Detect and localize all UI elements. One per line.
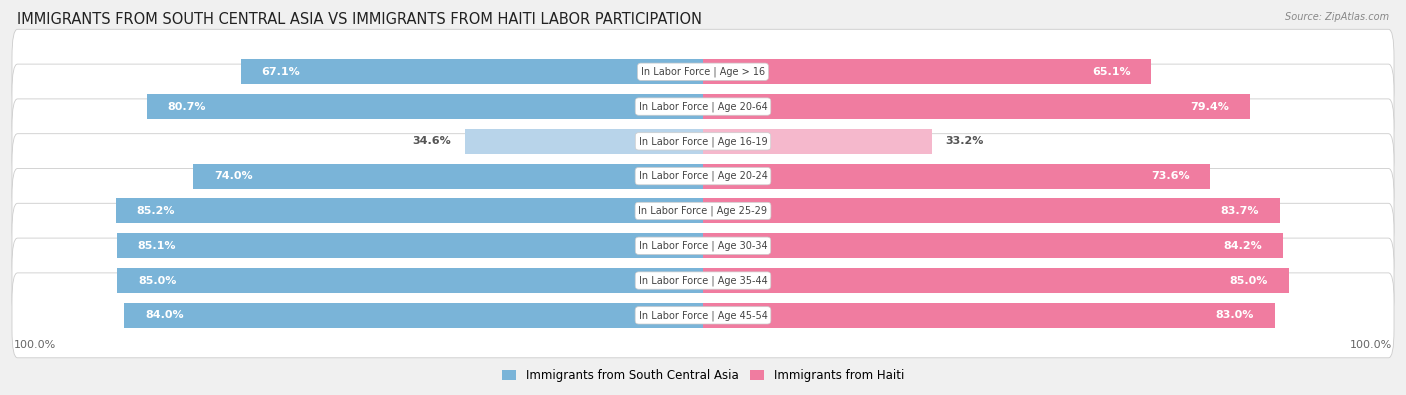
Bar [240, 59, 703, 84]
Text: 85.0%: 85.0% [138, 276, 176, 286]
Text: IMMIGRANTS FROM SOUTH CENTRAL ASIA VS IMMIGRANTS FROM HAITI LABOR PARTICIPATION: IMMIGRANTS FROM SOUTH CENTRAL ASIA VS IM… [17, 12, 702, 27]
Text: 34.6%: 34.6% [412, 136, 451, 147]
Text: 85.2%: 85.2% [136, 206, 176, 216]
Text: In Labor Force | Age 16-19: In Labor Force | Age 16-19 [638, 136, 768, 147]
Text: 84.2%: 84.2% [1223, 241, 1263, 251]
Text: 67.1%: 67.1% [262, 67, 299, 77]
Text: 33.2%: 33.2% [945, 136, 984, 147]
Bar [117, 268, 703, 293]
Text: In Labor Force | Age 20-24: In Labor Force | Age 20-24 [638, 171, 768, 181]
Bar [124, 303, 703, 328]
Bar [703, 59, 1152, 84]
Text: Source: ZipAtlas.com: Source: ZipAtlas.com [1285, 12, 1389, 22]
Bar [703, 94, 1250, 119]
Text: 84.0%: 84.0% [145, 310, 184, 320]
Text: 79.4%: 79.4% [1191, 102, 1229, 111]
Text: In Labor Force | Age 25-29: In Labor Force | Age 25-29 [638, 206, 768, 216]
Text: 74.0%: 74.0% [214, 171, 253, 181]
Bar [117, 198, 703, 224]
FancyBboxPatch shape [13, 134, 1393, 218]
FancyBboxPatch shape [13, 64, 1393, 149]
Text: In Labor Force | Age 35-44: In Labor Force | Age 35-44 [638, 275, 768, 286]
Bar [703, 198, 1279, 224]
Bar [148, 94, 703, 119]
Text: 80.7%: 80.7% [167, 102, 207, 111]
FancyBboxPatch shape [13, 29, 1393, 114]
FancyBboxPatch shape [13, 273, 1393, 358]
Text: 83.7%: 83.7% [1220, 206, 1258, 216]
Bar [703, 129, 932, 154]
Text: 100.0%: 100.0% [1350, 340, 1392, 350]
FancyBboxPatch shape [13, 203, 1393, 288]
Text: In Labor Force | Age 20-64: In Labor Force | Age 20-64 [638, 101, 768, 112]
Text: In Labor Force | Age 30-34: In Labor Force | Age 30-34 [638, 241, 768, 251]
Legend: Immigrants from South Central Asia, Immigrants from Haiti: Immigrants from South Central Asia, Immi… [498, 364, 908, 386]
Text: In Labor Force | Age 45-54: In Labor Force | Age 45-54 [638, 310, 768, 321]
FancyBboxPatch shape [13, 169, 1393, 254]
Text: 85.0%: 85.0% [1230, 276, 1268, 286]
Text: 73.6%: 73.6% [1150, 171, 1189, 181]
Bar [703, 303, 1275, 328]
Bar [193, 164, 703, 189]
Bar [117, 233, 703, 258]
Text: 65.1%: 65.1% [1092, 67, 1130, 77]
Bar [703, 233, 1284, 258]
Text: 83.0%: 83.0% [1216, 310, 1254, 320]
Bar [703, 268, 1289, 293]
FancyBboxPatch shape [13, 238, 1393, 323]
Text: In Labor Force | Age > 16: In Labor Force | Age > 16 [641, 66, 765, 77]
FancyBboxPatch shape [13, 99, 1393, 184]
Text: 85.1%: 85.1% [138, 241, 176, 251]
Bar [703, 164, 1211, 189]
Bar [464, 129, 703, 154]
Text: 100.0%: 100.0% [14, 340, 56, 350]
